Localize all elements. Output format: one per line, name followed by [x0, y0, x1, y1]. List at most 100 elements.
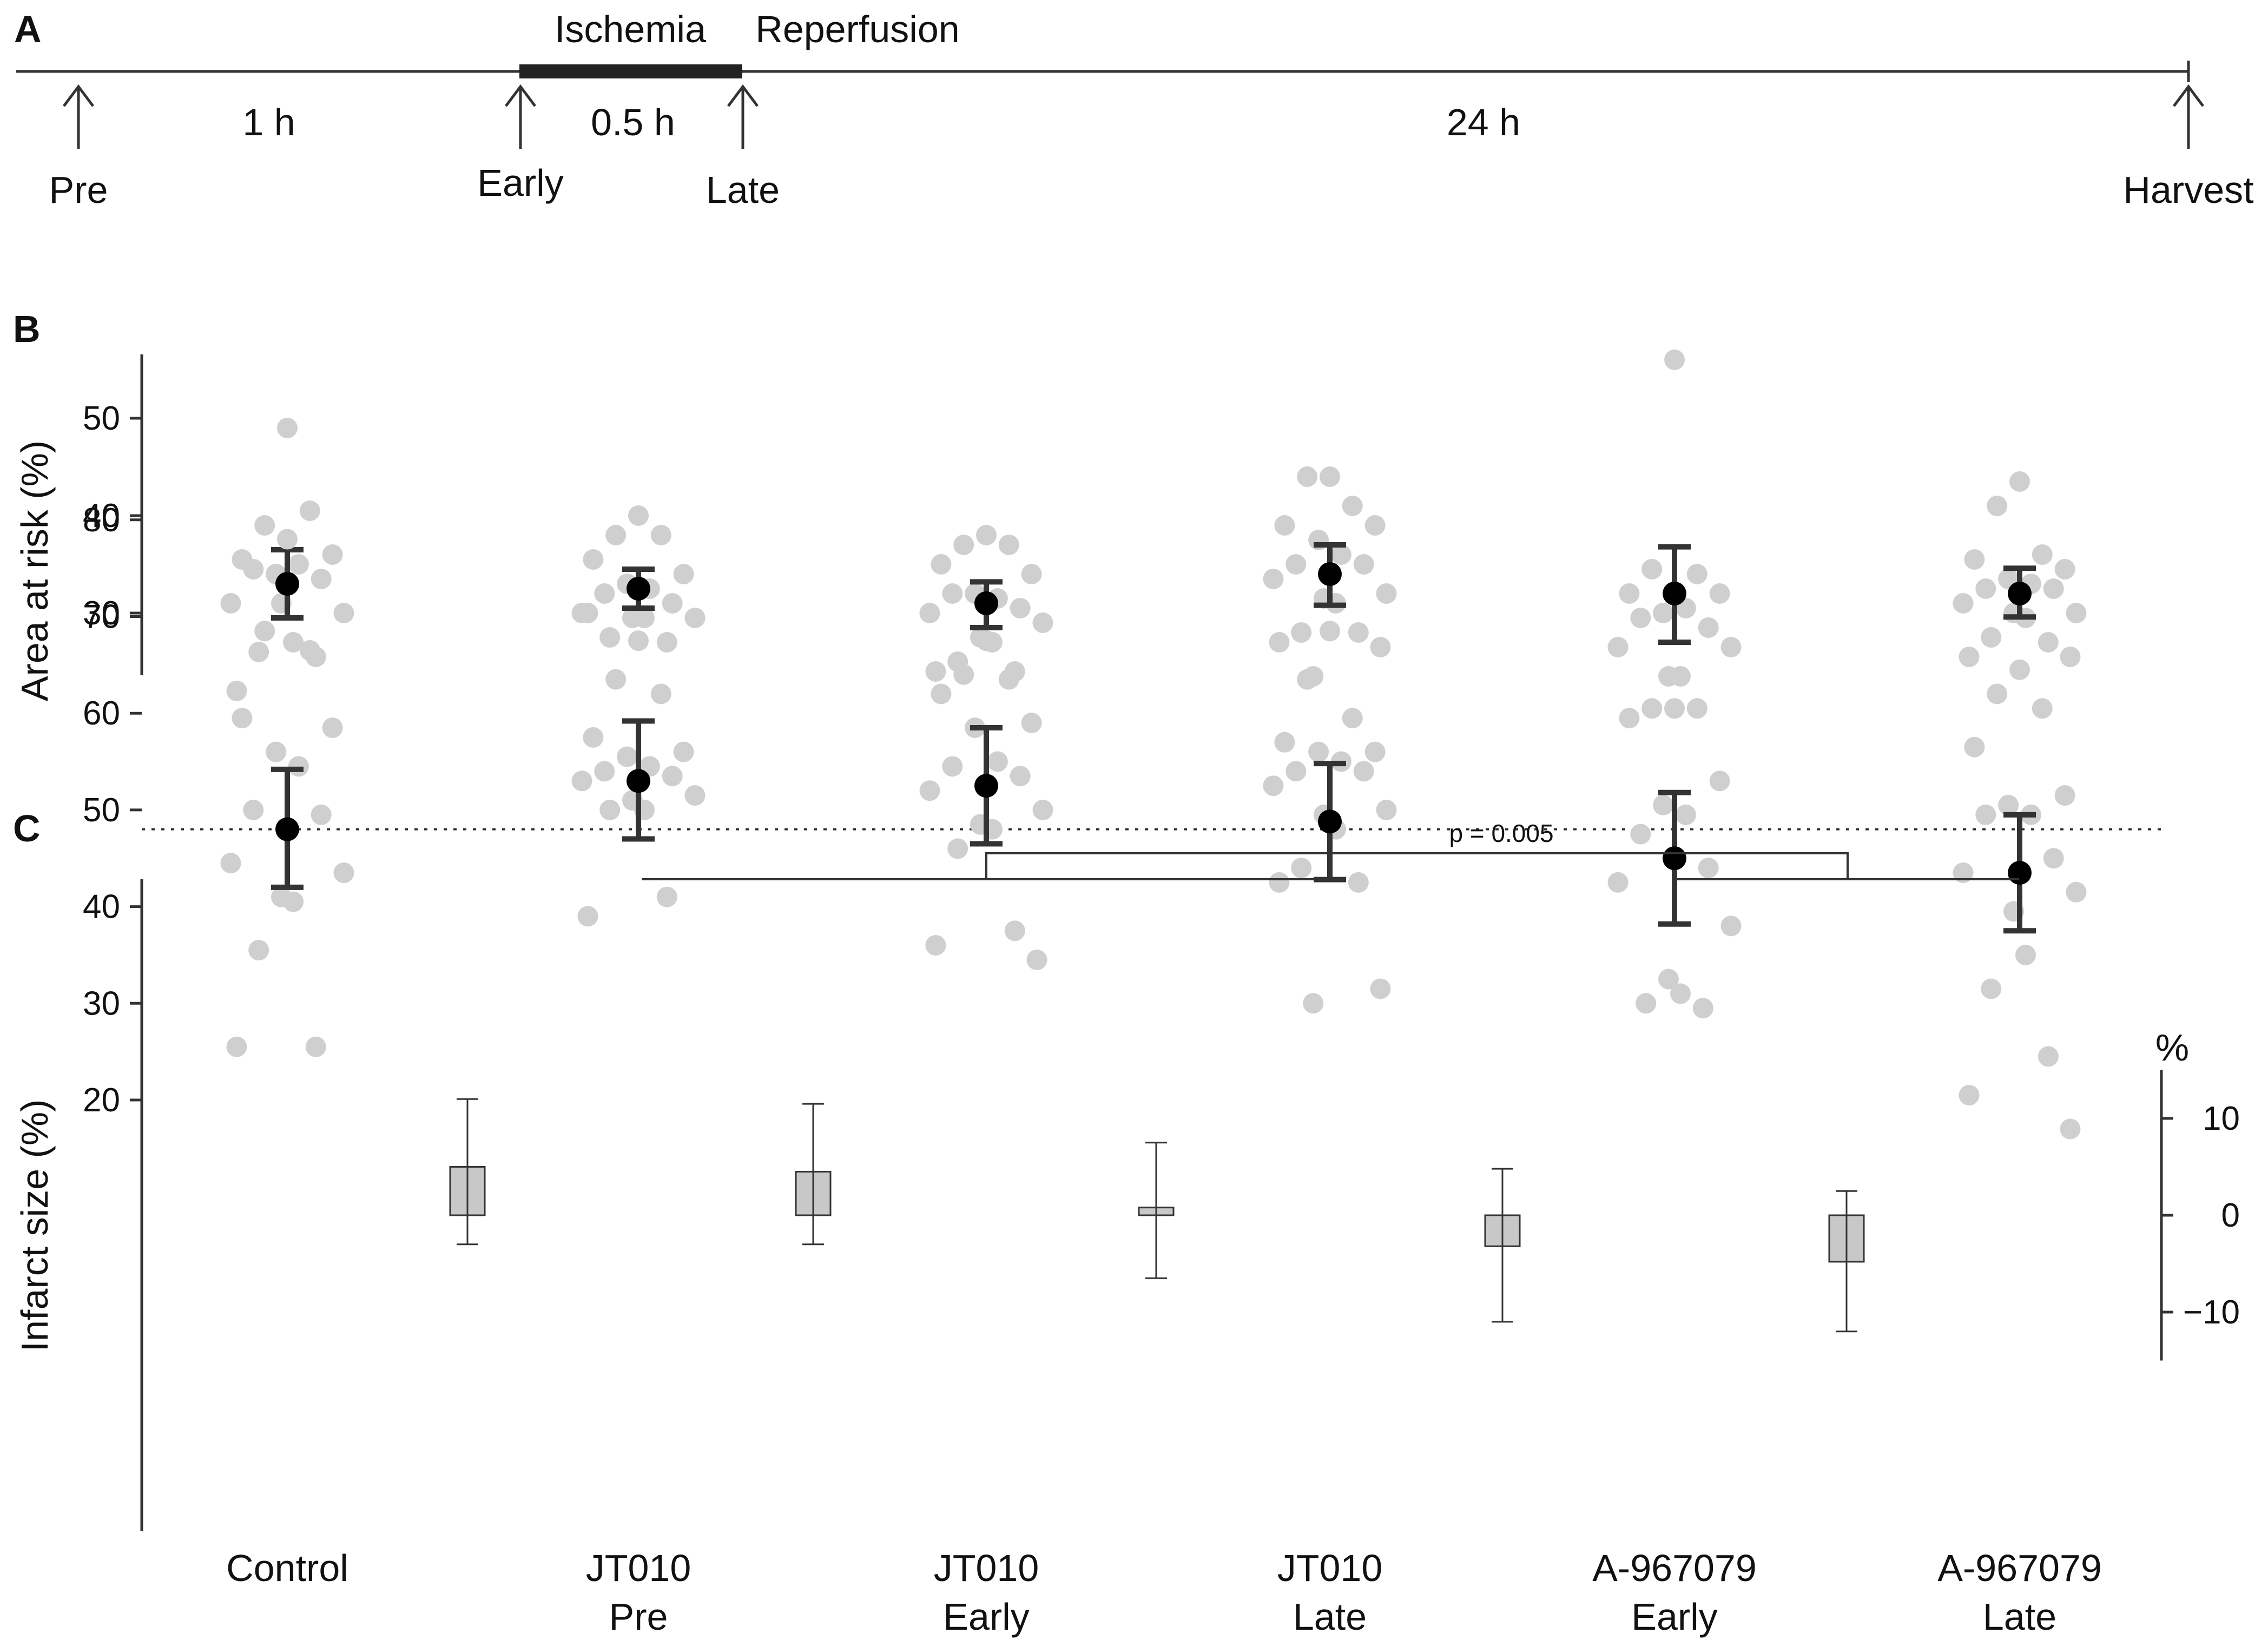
data-point — [925, 935, 946, 956]
category-group — [220, 529, 354, 1057]
ischemia-bar — [519, 64, 742, 78]
data-point — [1320, 466, 1340, 487]
p-value-label: p = 0.005 — [1449, 819, 1553, 847]
data-point — [1021, 713, 1042, 734]
data-point — [243, 559, 264, 579]
data-point — [594, 583, 615, 604]
data-point — [976, 525, 997, 545]
data-point — [628, 505, 649, 526]
data-point — [232, 708, 253, 729]
data-point — [220, 853, 241, 874]
data-point — [2032, 698, 2053, 719]
data-point — [1348, 622, 1369, 643]
marker-label: Harvest — [2123, 169, 2253, 211]
category-group — [1263, 466, 1397, 687]
data-point — [311, 569, 332, 589]
category-group — [1953, 659, 2087, 1140]
data-point — [305, 1036, 326, 1057]
data-point — [662, 766, 683, 787]
data-point — [2060, 647, 2081, 667]
data-point — [1619, 583, 1640, 604]
data-point — [1274, 515, 1295, 536]
ischemia-label: Ischemia — [555, 8, 706, 50]
data-point — [662, 593, 683, 614]
difference-bar-group — [1138, 1142, 1175, 1279]
panel-b-label: B — [13, 308, 41, 350]
data-point — [277, 418, 298, 438]
y-tick-label: 40 — [83, 888, 120, 926]
data-point — [599, 799, 621, 820]
area-at-risk-panel: B Area at risk (%) 30 40 50 — [13, 308, 2087, 701]
data-point — [299, 500, 320, 521]
category-label: JT010 — [586, 1547, 691, 1589]
panel-c-label: C — [13, 807, 41, 849]
data-point — [1653, 603, 1674, 623]
difference-axis-unit: % — [2155, 1026, 2189, 1069]
data-point — [1964, 736, 1985, 758]
category-label: Late — [1983, 1596, 2056, 1638]
data-point — [2054, 785, 2075, 806]
data-point — [1269, 632, 1290, 653]
data-point — [1670, 666, 1691, 687]
y-tick-label: 30 — [83, 985, 120, 1022]
data-point — [2038, 1046, 2059, 1067]
data-point — [605, 669, 627, 690]
panel-a-label: A — [14, 8, 42, 50]
up-arrow-icon — [2173, 84, 2204, 149]
difference-bar-group — [1828, 1190, 1865, 1333]
data-point — [1348, 872, 1369, 893]
data-point — [1686, 564, 1707, 584]
data-point — [2043, 848, 2064, 869]
data-point — [1285, 761, 1307, 782]
data-point — [2038, 632, 2059, 653]
data-point — [947, 838, 968, 859]
category-label: Pre — [609, 1596, 668, 1638]
data-point — [919, 780, 940, 801]
y-tick-label: 60 — [83, 695, 120, 732]
data-point — [1619, 708, 1640, 729]
y-tick-label: 20 — [83, 1082, 120, 1119]
data-point — [617, 746, 638, 767]
data-point — [583, 727, 604, 748]
mean-marker — [275, 817, 299, 841]
mean-marker — [627, 769, 650, 793]
mean-marker — [2008, 582, 2032, 605]
data-point — [1630, 824, 1651, 845]
data-point — [1021, 564, 1042, 584]
data-point — [1032, 799, 1053, 820]
data-point — [1364, 515, 1386, 536]
duration-label: 24 h — [1447, 101, 1520, 143]
timeline-panel: A Ischemia Reperfusion 1 h 0.5 h 24 h Pr… — [14, 8, 2254, 211]
data-point — [1010, 598, 1031, 618]
data-point — [299, 640, 320, 661]
comparison-bracket — [642, 852, 2019, 880]
marker-label: Late — [706, 169, 780, 211]
data-point — [1709, 770, 1730, 792]
difference-tick-label: 0 — [2221, 1197, 2240, 1234]
data-point — [254, 621, 275, 642]
data-point — [1010, 766, 1031, 787]
data-point — [2066, 881, 2087, 903]
data-point — [953, 664, 974, 685]
data-point — [1998, 794, 2019, 815]
data-point — [1987, 496, 2008, 516]
y-tick-label: 80 — [83, 502, 120, 539]
data-point — [1607, 872, 1629, 893]
data-point — [283, 891, 304, 912]
category-label: A-967079 — [1937, 1547, 2102, 1589]
category-group — [571, 505, 706, 653]
data-point — [684, 785, 706, 806]
category-label: A-967079 — [1592, 1547, 1757, 1589]
data-point — [673, 741, 694, 762]
data-point — [583, 549, 604, 570]
data-point — [1376, 583, 1397, 604]
data-point — [2015, 944, 2036, 965]
mean-marker — [1663, 846, 1686, 871]
y-axis-title: Area at risk (%) — [14, 440, 56, 701]
data-point — [248, 642, 269, 662]
data-point — [1004, 920, 1025, 941]
data-point — [1297, 669, 1318, 690]
data-point — [283, 632, 304, 653]
data-point — [1370, 978, 1391, 999]
data-point — [1291, 858, 1312, 879]
